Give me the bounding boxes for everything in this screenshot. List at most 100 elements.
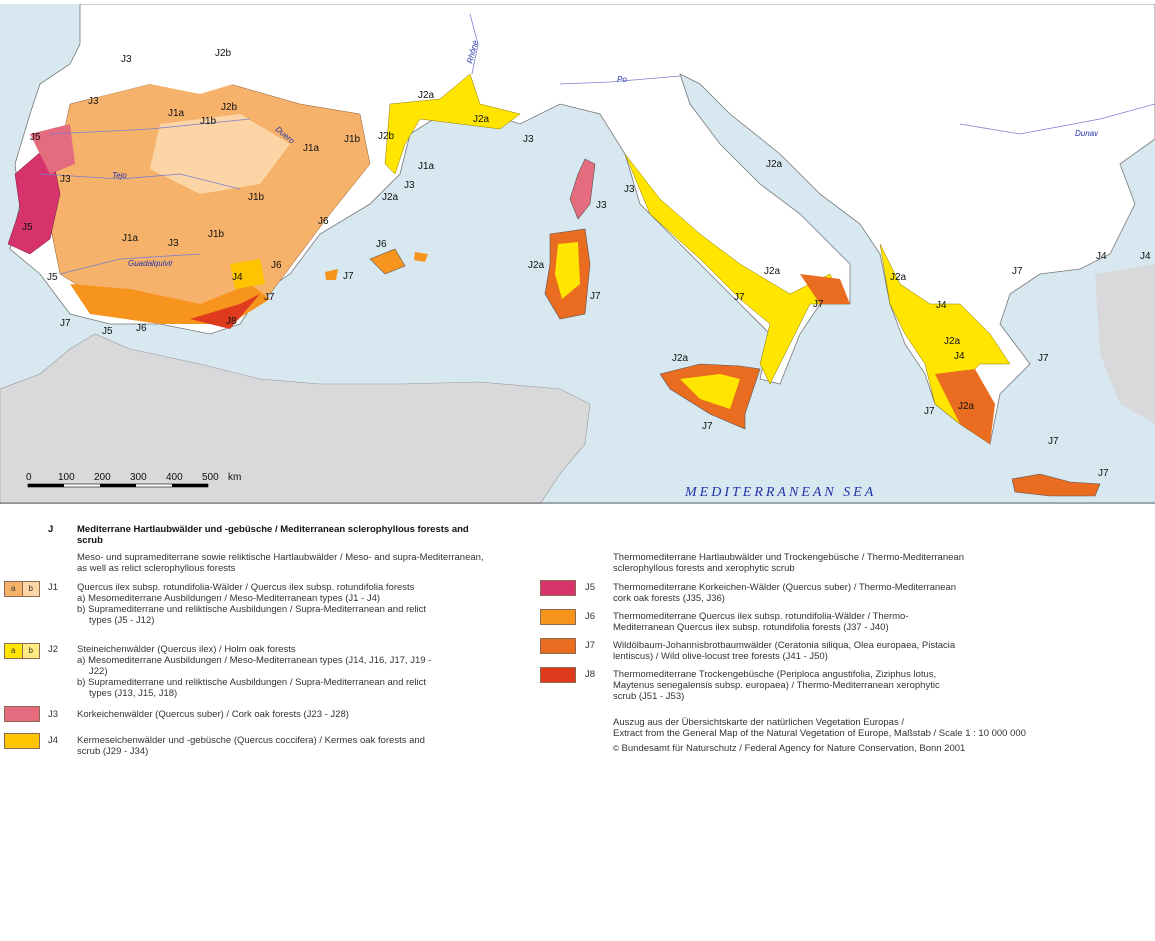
zone-white-iberia [90, 59, 250, 99]
region-label: J4 [936, 300, 947, 311]
region-label: J7 [60, 318, 71, 329]
swatch-J3 [4, 706, 40, 722]
swatch-J5 [540, 580, 576, 596]
region-label: J5 [22, 222, 33, 233]
legend-code: J1 [48, 582, 59, 593]
region-label: J6 [318, 216, 329, 227]
scale-tick: 500 [202, 472, 219, 483]
legend-item-J8: Thermomediterrane Trockengebüsche (Perip… [613, 669, 940, 702]
mallorca [369, 248, 406, 275]
africa-landmass [0, 333, 591, 504]
legend-code: J7 [585, 640, 596, 651]
zone-J2a-france [384, 73, 521, 175]
legend-item-J7: Wildölbaum-Johannisbrotbaumwälder (Cerat… [613, 640, 956, 662]
copyright-text: Bundesamt für Naturschutz / Federal Agen… [621, 743, 966, 754]
legend-code: J5 [585, 582, 596, 593]
region-label: J8 [226, 316, 237, 327]
legend-item-J3: Korkeichenwälder (Quercus suber) / Cork … [77, 709, 349, 720]
region-label: J4 [954, 351, 965, 362]
source-line-2: Extract from the General Map of the Natu… [613, 728, 1026, 739]
corsica [569, 158, 596, 220]
crete [1011, 473, 1101, 497]
zone-J7-italy [800, 274, 850, 304]
legend-code: J2 [48, 644, 59, 655]
scale-unit: km [228, 472, 241, 483]
region-label: J1b [248, 192, 265, 203]
legend-item-J4: Kermeseichenwälder und -gebüsche (Quercu… [77, 735, 425, 757]
rivers [39, 13, 1155, 275]
region-label: J2b [215, 48, 232, 59]
swatch-J4 [4, 733, 40, 749]
region-label: J3 [88, 96, 99, 107]
legend-code: J8 [585, 669, 596, 680]
river-label-dunav: Dunav [1075, 129, 1099, 138]
zone-J8 [190, 294, 260, 329]
region-label: J2a [766, 159, 783, 170]
legend-code: J4 [48, 735, 59, 746]
scale-tick: 200 [94, 472, 111, 483]
region-label: J2a [672, 353, 689, 364]
copyright-symbol: © [613, 744, 619, 753]
region-label: J2a [473, 114, 490, 125]
region-label: J2a [890, 272, 907, 283]
scale-tick: 400 [166, 472, 183, 483]
legend-right-subtitle: Thermomediterrane Hartlaubwälder und Tro… [613, 552, 964, 574]
swatch-J7 [540, 638, 576, 654]
swatch-J6 [540, 609, 576, 625]
region-label: J6 [376, 239, 387, 250]
region-label: J7 [813, 299, 824, 310]
region-label: J3 [404, 180, 415, 191]
region-label: J7 [1048, 436, 1059, 447]
zone-J1b [150, 114, 290, 194]
region-label: J2b [378, 131, 395, 142]
region-label: J4 [232, 272, 243, 283]
swatch-J8 [540, 667, 576, 683]
region-label: J7 [924, 406, 935, 417]
region-label: J1b [344, 134, 361, 145]
region-label: J7 [734, 292, 745, 303]
zone-J1a [49, 83, 371, 315]
zone-J7-greece [935, 369, 995, 444]
legend-code: J3 [48, 709, 59, 720]
region-label: J3 [596, 200, 607, 211]
region-label: J2a [958, 401, 975, 412]
africa-east [1095, 264, 1155, 424]
zone-J2a-italy [624, 153, 846, 385]
region-label: J1a [122, 233, 139, 244]
scale-bar: 0 100 200 300 400 500 km [26, 472, 241, 488]
legend-item-J2: Steineichenwälder (Quercus ilex) / Holm … [77, 644, 432, 699]
region-label: J4 [1096, 251, 1107, 262]
legend-item-J5: Thermomediterrane Korkeichen-Wälder (Que… [613, 582, 957, 604]
legend-left-subtitle: Meso- und supramediterrane sowie relikti… [77, 552, 484, 574]
region-label: J1b [208, 229, 225, 240]
legend-group-code: J [48, 524, 54, 535]
region-label: J1a [303, 143, 320, 154]
scale-tick: 0 [26, 472, 32, 483]
river-label-po: Po [617, 75, 627, 84]
legend-item-J1: Quercus ilex subsp. rotundifolia-Wälder … [77, 582, 427, 626]
region-label: J2a [944, 336, 961, 347]
region-label: J1a [418, 161, 435, 172]
region-label: J4 [1140, 251, 1151, 262]
scale-tick: 100 [58, 472, 75, 483]
vegetation-map[interactable]: Rhône Po Dunav Tejo Guadalquivir Duero J… [0, 4, 1155, 504]
region-label: J7 [343, 271, 354, 282]
region-label: J6 [136, 323, 147, 334]
region-label: J5 [30, 132, 41, 143]
region-label: J7 [264, 292, 275, 303]
sardinia-inner [555, 242, 580, 299]
region-label: J6 [271, 260, 282, 271]
legend-group-title: Mediterrane Hartlaubwälder und -gebüsche… [77, 524, 469, 546]
river-label-tejo: Tejo [112, 171, 127, 180]
sicily-inner [680, 374, 740, 409]
region-label: J1b [200, 116, 217, 127]
region-label: J7 [1012, 266, 1023, 277]
region-label: J3 [60, 174, 71, 185]
region-label: J2b [221, 102, 238, 113]
region-label: J2a [382, 192, 399, 203]
river-label-guadalquivir: Guadalquivir [128, 259, 173, 268]
legend-item-J6: Thermomediterrane Quercus ilex subsp. ro… [613, 611, 909, 633]
